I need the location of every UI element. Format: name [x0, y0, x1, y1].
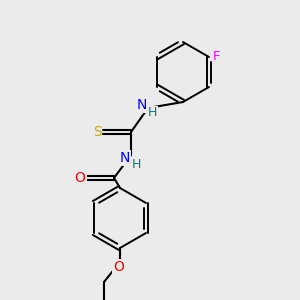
Text: O: O: [114, 260, 124, 274]
Text: O: O: [75, 171, 86, 185]
Text: S: S: [93, 125, 101, 139]
Text: H: H: [147, 106, 157, 119]
Text: H: H: [131, 158, 141, 172]
Text: N: N: [120, 151, 130, 165]
Text: F: F: [213, 50, 221, 64]
Text: N: N: [137, 98, 147, 112]
